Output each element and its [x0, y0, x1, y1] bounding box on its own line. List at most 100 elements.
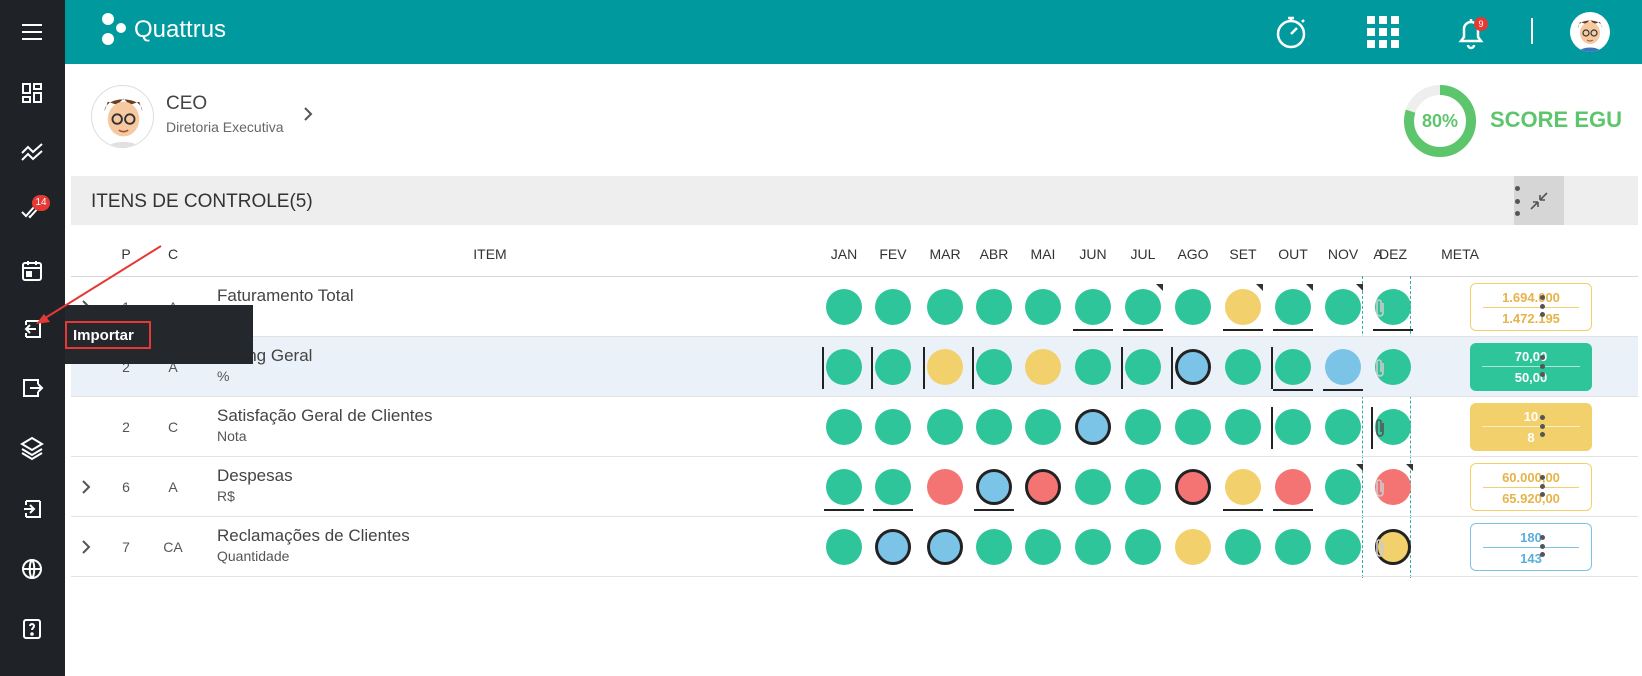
month-status-dot[interactable] — [1075, 289, 1111, 325]
month-status-dot[interactable] — [1275, 289, 1311, 325]
import-tooltip-label[interactable]: Importar — [65, 321, 151, 349]
month-status-dot[interactable] — [1075, 409, 1111, 445]
month-status-dot[interactable] — [1125, 349, 1161, 385]
paperclip-icon[interactable] — [1373, 297, 1387, 324]
col-c[interactable]: C — [167, 246, 179, 262]
row-menu-icon[interactable] — [1537, 295, 1547, 317]
month-status-dot[interactable] — [1275, 529, 1311, 565]
month-status-dot[interactable] — [1125, 409, 1161, 445]
month-status-dot[interactable] — [1225, 349, 1261, 385]
table-row[interactable]: 2 C Satisfação Geral de Clientes Nota 10 8 — [71, 397, 1638, 457]
col-p[interactable]: P — [121, 246, 131, 262]
month-status-dot[interactable] — [1225, 529, 1261, 565]
paperclip-icon[interactable] — [1373, 417, 1387, 444]
month-status-dot[interactable] — [1175, 469, 1211, 505]
collapse-button[interactable] — [1514, 176, 1564, 225]
col-month[interactable]: SET — [1229, 246, 1257, 262]
month-status-dot[interactable] — [1275, 349, 1311, 385]
month-status-dot[interactable] — [1125, 469, 1161, 505]
profile-avatar[interactable] — [91, 85, 154, 148]
chart-line-icon[interactable] — [14, 134, 50, 170]
layers-icon[interactable] — [14, 430, 50, 466]
month-status-dot[interactable] — [826, 349, 862, 385]
month-status-dot[interactable] — [976, 289, 1012, 325]
month-status-dot[interactable] — [976, 349, 1012, 385]
month-status-dot[interactable] — [1075, 349, 1111, 385]
col-month[interactable]: JAN — [830, 246, 858, 262]
meta-box[interactable]: 180 143 — [1470, 523, 1592, 571]
col-month[interactable]: AGO — [1177, 246, 1209, 262]
check-double-icon[interactable]: 14 — [14, 193, 50, 229]
month-status-dot[interactable] — [1175, 529, 1211, 565]
month-status-dot[interactable] — [826, 289, 862, 325]
login-icon[interactable] — [14, 491, 50, 527]
month-status-dot[interactable] — [1225, 409, 1261, 445]
month-status-dot[interactable] — [826, 469, 862, 505]
meta-box[interactable]: 60.000,00 65.920,00 — [1470, 463, 1592, 511]
table-row[interactable]: 6 A Despesas R$ 60.000,00 65.920,00 — [71, 457, 1638, 517]
month-status-dot[interactable] — [927, 469, 963, 505]
month-status-dot[interactable] — [1025, 349, 1061, 385]
row-menu-icon[interactable] — [1537, 355, 1547, 377]
chevron-right-icon[interactable] — [81, 539, 91, 560]
paperclip-icon[interactable] — [1373, 477, 1387, 504]
month-status-dot[interactable] — [875, 289, 911, 325]
meta-box[interactable]: 70,00 50,00 — [1470, 343, 1592, 391]
month-status-dot[interactable] — [875, 529, 911, 565]
col-a[interactable]: A — [1373, 246, 1383, 262]
month-status-dot[interactable] — [1125, 529, 1161, 565]
month-status-dot[interactable] — [1175, 289, 1211, 325]
col-month[interactable]: JUL — [1130, 246, 1156, 262]
row-item-name[interactable]: Despesas — [217, 466, 293, 485]
month-status-dot[interactable] — [1225, 289, 1261, 325]
calendar-icon[interactable] — [14, 253, 50, 289]
dashboard-icon[interactable] — [14, 75, 50, 111]
month-status-dot[interactable] — [1325, 349, 1361, 385]
chevron-right-icon[interactable] — [303, 106, 313, 127]
month-status-dot[interactable] — [1325, 409, 1361, 445]
month-status-dot[interactable] — [1325, 289, 1361, 325]
month-status-dot[interactable] — [927, 409, 963, 445]
col-month[interactable]: OUT — [1278, 246, 1308, 262]
col-meta[interactable]: META — [1441, 246, 1479, 262]
table-row[interactable]: 2 A Rating Geral% 70,00 50,00 — [71, 337, 1638, 397]
apps-grid-icon[interactable] — [1364, 13, 1402, 51]
row-item-name[interactable]: Satisfação Geral de Clientes — [217, 406, 433, 425]
month-status-dot[interactable] — [826, 529, 862, 565]
row-item-name[interactable]: Faturamento Total — [217, 286, 354, 305]
month-status-dot[interactable] — [927, 289, 963, 325]
month-status-dot[interactable] — [1175, 409, 1211, 445]
col-month[interactable]: NOV — [1327, 246, 1359, 262]
col-item[interactable]: ITEM — [473, 246, 507, 262]
month-status-dot[interactable] — [875, 469, 911, 505]
month-status-dot[interactable] — [1025, 469, 1061, 505]
month-status-dot[interactable] — [1025, 289, 1061, 325]
month-status-dot[interactable] — [976, 529, 1012, 565]
row-menu-icon[interactable] — [1537, 475, 1547, 497]
month-status-dot[interactable] — [875, 409, 911, 445]
table-row[interactable]: 7 CA Reclamações de Clientes Quantidade 180 1… — [71, 517, 1638, 577]
col-month[interactable]: FEV — [879, 246, 907, 262]
row-menu-icon[interactable] — [1537, 415, 1547, 437]
menu-icon[interactable] — [14, 14, 50, 50]
paperclip-icon[interactable] — [1373, 357, 1387, 384]
help-icon[interactable] — [14, 611, 50, 647]
month-status-dot[interactable] — [1225, 469, 1261, 505]
section-menu-icon[interactable] — [1512, 186, 1522, 216]
col-month[interactable]: ABR — [979, 246, 1009, 262]
month-status-dot[interactable] — [1275, 469, 1311, 505]
import-icon[interactable] — [14, 311, 50, 347]
user-avatar[interactable] — [1570, 12, 1610, 52]
col-month[interactable]: DEZ — [1379, 246, 1407, 262]
month-status-dot[interactable] — [976, 409, 1012, 445]
col-month[interactable]: JUN — [1079, 246, 1107, 262]
app-logo[interactable]: Quattrus — [100, 12, 226, 48]
month-status-dot[interactable] — [875, 349, 911, 385]
month-status-dot[interactable] — [1075, 469, 1111, 505]
month-status-dot[interactable] — [826, 409, 862, 445]
meta-box[interactable]: 10 8 — [1470, 403, 1592, 451]
month-status-dot[interactable] — [927, 349, 963, 385]
paperclip-icon[interactable] — [1373, 537, 1387, 564]
bell-icon[interactable]: 9 — [1452, 13, 1490, 51]
